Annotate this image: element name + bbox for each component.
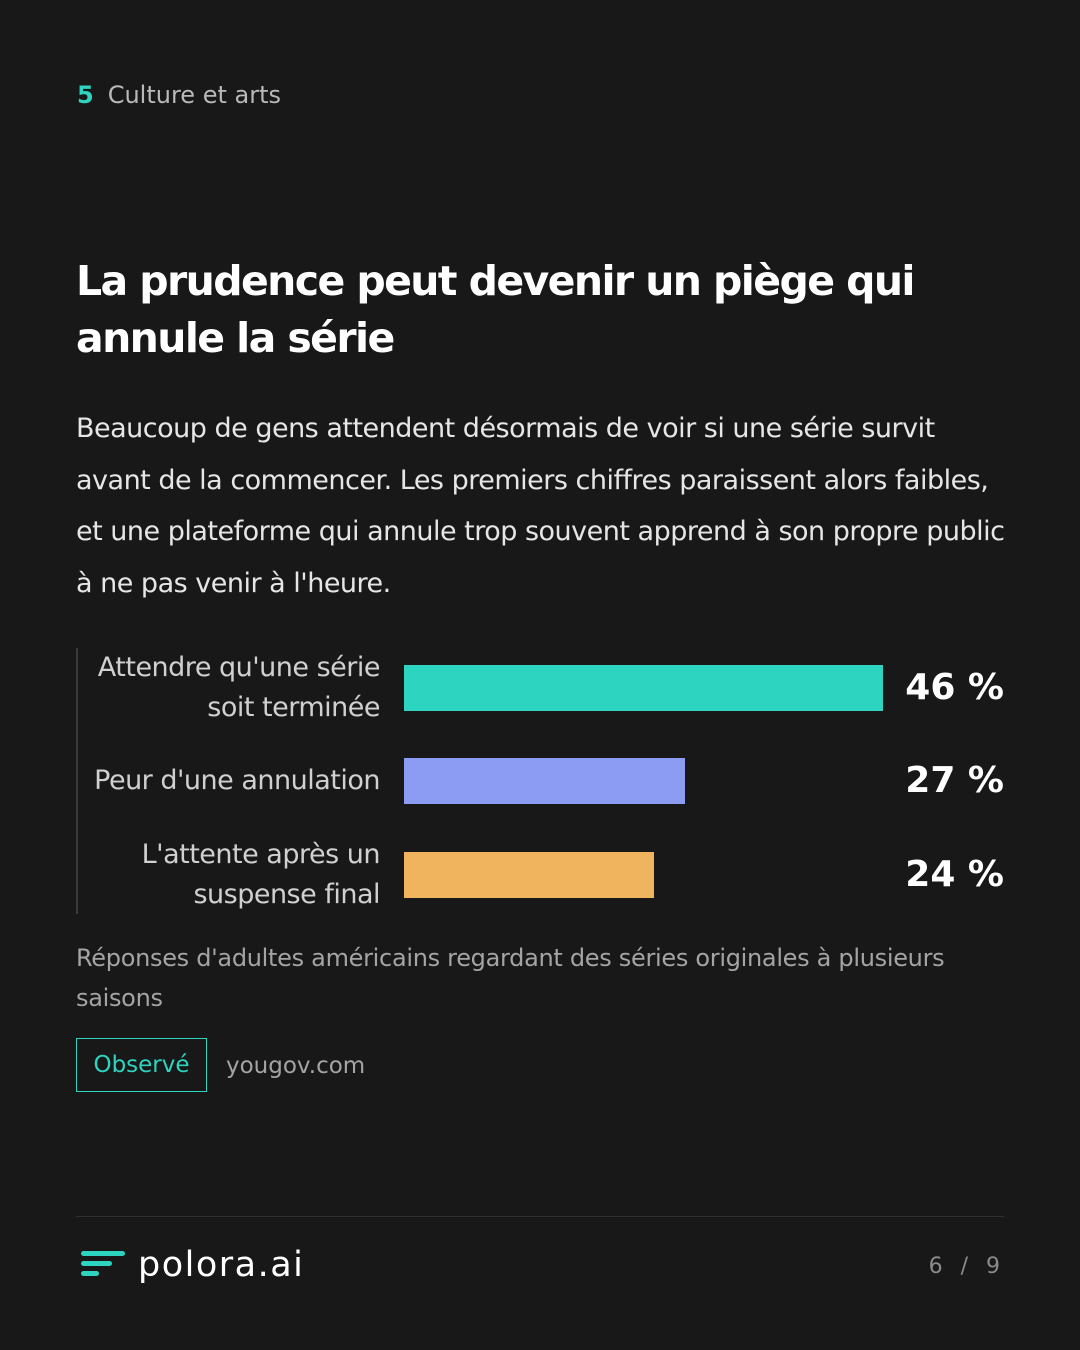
bar-label: Peur d'une annulation xyxy=(94,765,380,796)
chart-note: Réponses d'adultes américains regardant … xyxy=(76,944,945,1012)
bar-chart: Attendre qu'une série soit terminée 46 % P… xyxy=(76,648,1008,914)
section-number: 5 xyxy=(77,81,94,109)
section-label: 5 Culture et arts xyxy=(77,80,281,110)
observed-tag: Observé xyxy=(76,1038,207,1092)
page-current: 6 xyxy=(928,1254,945,1279)
section-name: Culture et arts xyxy=(107,81,281,109)
bar xyxy=(404,758,685,804)
brand-name: polora.ai xyxy=(138,1245,305,1285)
bar xyxy=(404,665,883,711)
bar-value-label: 24 % xyxy=(905,854,1004,895)
bar-label: L'attente après un suspense final xyxy=(141,839,381,910)
bar-label: Attendre qu'une série soit terminée xyxy=(97,652,381,723)
page-title: La prudence peut devenir un piège qui an… xyxy=(76,257,915,362)
bar-value-label: 46 % xyxy=(905,667,1004,708)
page-total: 9 xyxy=(986,1254,1002,1279)
bar xyxy=(404,852,654,898)
page-separator: / xyxy=(960,1254,970,1279)
page-indicator: 6 / 9 xyxy=(929,1253,1002,1281)
footer-divider xyxy=(76,1216,1004,1217)
logo-icon xyxy=(81,1251,125,1277)
body-paragraph: Beaucoup de gens attendent désormais de … xyxy=(76,413,1005,599)
bar-value-label: 27 % xyxy=(905,760,1004,801)
source-link[interactable]: yougov.com xyxy=(226,1053,366,1079)
